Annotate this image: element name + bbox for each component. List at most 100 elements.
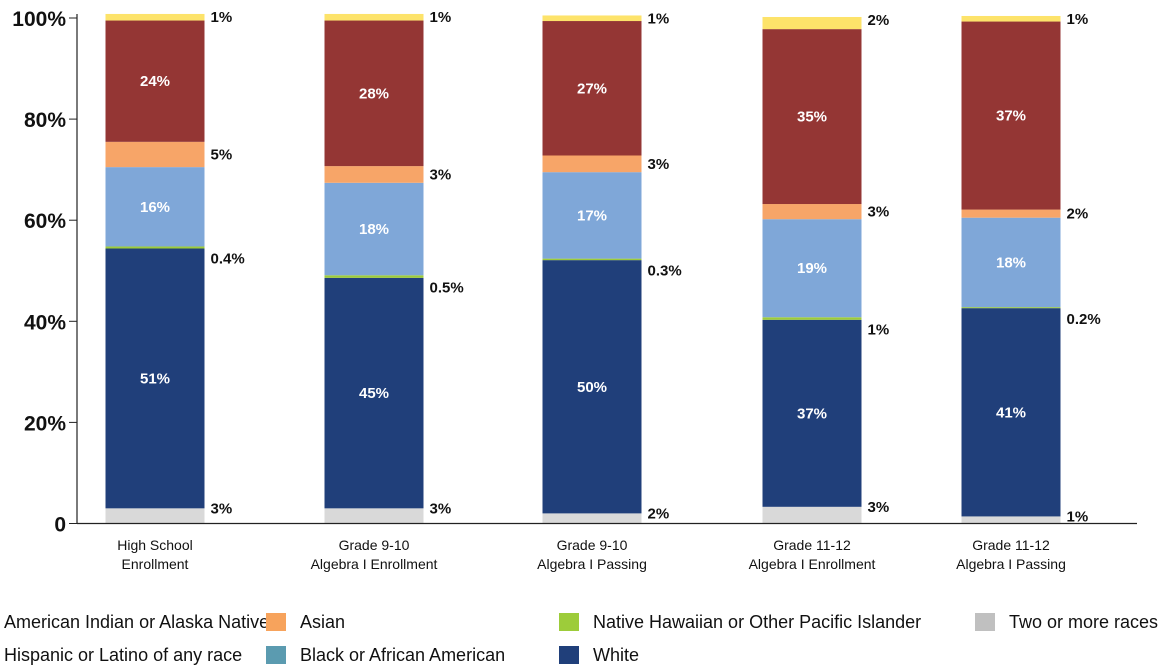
- side-value-label: 0.5%: [430, 279, 464, 296]
- bar-segment: [542, 21, 642, 156]
- bar-segment: [324, 13, 424, 21]
- bar-segment: [324, 277, 424, 509]
- legend-label: Black or African American: [300, 645, 505, 665]
- segment-value-label: 41%: [996, 404, 1026, 421]
- bar-segment: [105, 167, 205, 247]
- legend-label: Hispanic or Latino of any race: [4, 645, 242, 665]
- legend-label: Asian: [300, 612, 345, 632]
- y-tick-label: 80%: [24, 109, 66, 132]
- segment-value-label: 18%: [996, 254, 1026, 271]
- y-tick-label: 20%: [24, 412, 66, 435]
- bar-segment: [105, 246, 205, 249]
- segment-value-label: 35%: [797, 109, 827, 126]
- bar-segment: [324, 508, 424, 524]
- side-value-label: 3%: [430, 166, 452, 183]
- side-value-label: 0.3%: [648, 263, 682, 280]
- bars: [105, 13, 1061, 524]
- category-label: Algebra I Enrollment: [311, 556, 438, 572]
- side-value-label: 2%: [1067, 206, 1089, 223]
- bar-segment: [542, 258, 642, 261]
- bar-segment: [961, 307, 1061, 309]
- legend-label: Native Hawaiian or Other Pacific Islande…: [593, 612, 921, 632]
- side-value-label: 2%: [648, 505, 670, 522]
- bar-segment: [105, 508, 205, 524]
- y-tick-label: 100%: [12, 8, 66, 31]
- y-tick-label: 40%: [24, 311, 66, 334]
- segment-value-label: 45%: [359, 385, 389, 402]
- category-label: Algebra I Enrollment: [749, 556, 876, 572]
- category-label: Enrollment: [122, 556, 189, 572]
- side-value-label: 1%: [1067, 508, 1089, 525]
- segment-value-label: 24%: [140, 73, 170, 90]
- legend-label: Two or more races: [1009, 612, 1158, 632]
- y-tick-label: 0: [54, 514, 66, 537]
- x-axis: High School Enrollment Grade 9-10 Algebra I…: [77, 522, 1137, 572]
- side-value-label: 1%: [211, 9, 233, 26]
- segment-value-label: 50%: [577, 379, 607, 396]
- bar-segment: [961, 209, 1061, 218]
- side-value-label: 2%: [868, 12, 890, 29]
- legend-label: White: [593, 645, 639, 665]
- bar-segment: [961, 15, 1061, 22]
- data-labels: 3% 51% 0.4% 16% 5% 24% 1% 3% 45% 0.5% 18% 3% 28% 1% 2%…: [140, 9, 1101, 525]
- bar-segment: [542, 172, 642, 259]
- bar-segment: [762, 204, 862, 220]
- side-value-label: 0.4%: [211, 250, 245, 267]
- side-value-label: 5%: [211, 146, 233, 163]
- segment-value-label: 37%: [996, 108, 1026, 125]
- segment-value-label: 19%: [797, 260, 827, 277]
- side-value-label: 3%: [868, 499, 890, 516]
- legend-label: American Indian or Alaska Native: [4, 612, 269, 632]
- segment-value-label: 37%: [797, 405, 827, 422]
- side-value-label: 1%: [1067, 11, 1089, 28]
- segment-value-label: 51%: [140, 370, 170, 387]
- bar-segment: [542, 15, 642, 22]
- segment-value-label: 17%: [577, 207, 607, 224]
- bar-segment: [762, 506, 862, 524]
- category-label: Grade 11-12: [773, 537, 851, 553]
- y-axis: 0 20% 40% 60% 80% 100%: [12, 8, 78, 537]
- bar-segment: [762, 29, 862, 205]
- side-value-label: 1%: [868, 321, 890, 338]
- bar-segment: [762, 219, 862, 318]
- segment-value-label: 27%: [577, 80, 607, 97]
- bar-segment: [542, 513, 642, 524]
- category-label: Algebra I Passing: [537, 556, 647, 572]
- side-value-label: 0.2%: [1067, 311, 1101, 328]
- category-label: Grade 9-10: [339, 537, 410, 553]
- bar-segment: [324, 275, 424, 278]
- side-value-label: 1%: [648, 10, 670, 27]
- bar-segment: [324, 182, 424, 276]
- bar-segment: [961, 516, 1061, 524]
- bar-segment: [542, 260, 642, 514]
- category-label: Grade 9-10: [557, 537, 628, 553]
- legend-swatch: [559, 613, 579, 631]
- bar-segment: [324, 20, 424, 167]
- bar-segment: [324, 166, 424, 183]
- bar-segment: [105, 20, 205, 142]
- legend: American Indian or Alaska Native Hispanic…: [4, 612, 1158, 665]
- bar-segment: [762, 16, 862, 30]
- bar-segment: [105, 13, 205, 21]
- legend-swatch: [266, 613, 286, 631]
- bar-segment: [542, 155, 642, 173]
- category-label: Grade 11-12: [972, 537, 1050, 553]
- bar-segment: [961, 308, 1061, 517]
- side-value-label: 1%: [430, 9, 452, 26]
- side-value-label: 3%: [648, 156, 670, 173]
- category-label: Algebra I Passing: [956, 556, 1066, 572]
- segment-value-label: 18%: [359, 221, 389, 238]
- bar-segment: [961, 217, 1061, 308]
- segment-value-label: 16%: [140, 199, 170, 216]
- side-value-label: 3%: [430, 500, 452, 517]
- legend-swatch: [266, 646, 286, 664]
- segment-value-label: 28%: [359, 85, 389, 102]
- bar-segment: [105, 248, 205, 509]
- bar-segment: [762, 317, 862, 320]
- bar-segment: [762, 319, 862, 507]
- side-value-label: 3%: [868, 204, 890, 221]
- legend-swatch: [975, 613, 995, 631]
- bar-segment: [105, 141, 205, 168]
- side-value-label: 3%: [211, 500, 233, 517]
